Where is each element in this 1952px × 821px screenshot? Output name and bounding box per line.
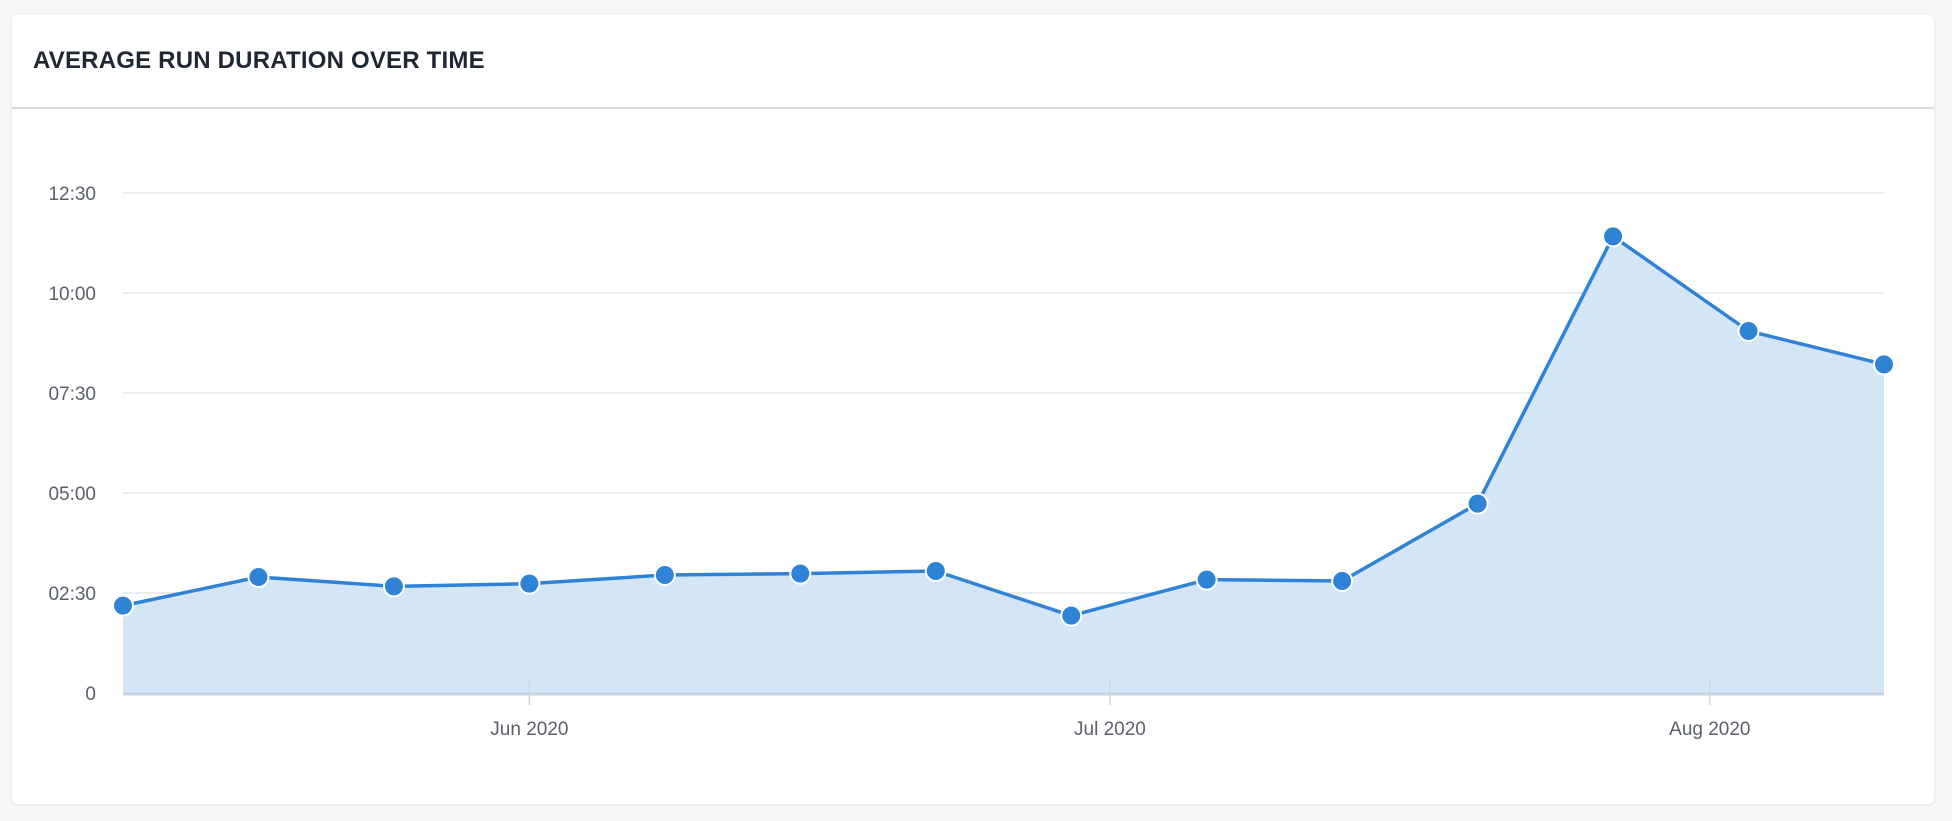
chart-title: AVERAGE RUN DURATION OVER TIME [33,47,485,74]
x-tick-label: Jun 2020 [490,719,568,740]
data-point [1737,320,1760,342]
card-header [12,15,1934,109]
y-tick-label: 10:00 [48,284,96,305]
data-point [1873,353,1895,376]
data-point [382,575,405,598]
data-point [518,572,541,595]
area-fill [123,236,1884,694]
data-point [247,566,270,588]
data-point [653,564,676,586]
data-point [112,594,134,617]
x-tick-label: Jul 2020 [1074,719,1146,740]
data-point [1602,225,1625,248]
y-tick-label: 05:00 [48,484,96,505]
data-point [1060,604,1083,627]
data-point [1466,492,1489,515]
y-tick-label: 12:30 [48,184,96,205]
y-tick-label: 0 [85,684,96,705]
x-tick-label: Aug 2020 [1669,719,1750,740]
data-point [924,560,947,582]
y-tick-label: 02:30 [48,584,96,605]
data-point [789,562,812,585]
y-tick-label: 07:30 [48,384,96,405]
data-point [1331,570,1354,592]
data-point [1195,568,1218,591]
series-line [122,234,1885,618]
